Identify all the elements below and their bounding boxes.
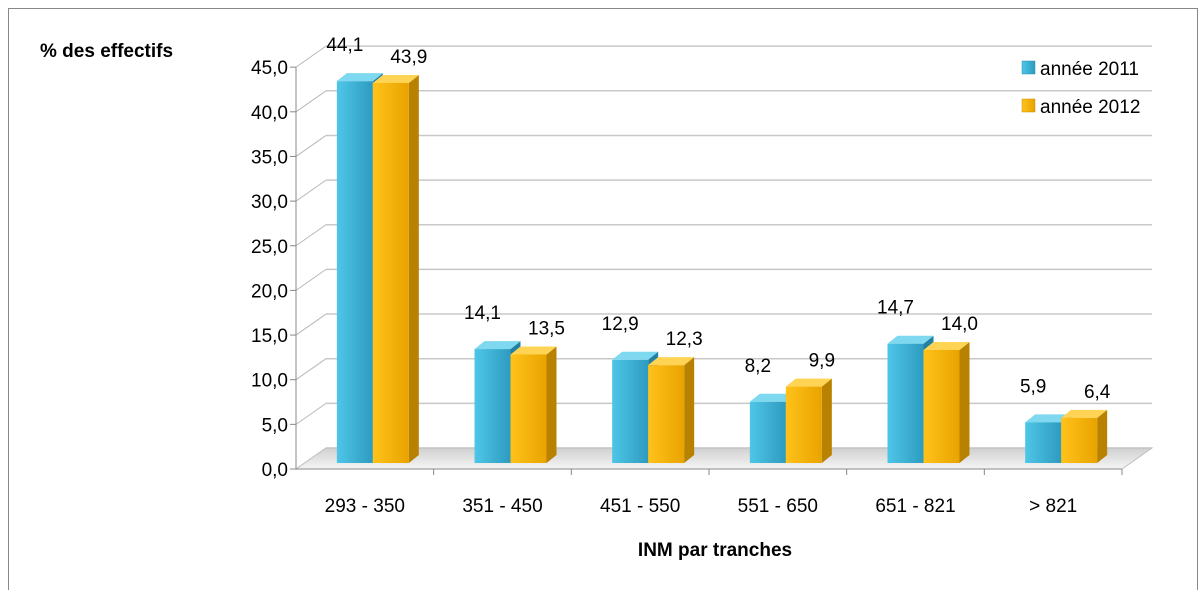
x-axis-title: INM par tranches [638,540,792,561]
gridline-depth [295,268,327,291]
tick-labels: 0,0 5,0 10,0 15,0 20,0 25,0 30,0 35,0 40,0 45,0 29… [251,58,1077,517]
gridline-depth [295,90,327,113]
bar-2011-top [1025,414,1072,423]
gridline-depth [295,179,327,202]
floor [294,447,1154,470]
legend-item-2011: année 2011 [1021,59,1139,80]
y-tick-label: 0,0 [262,460,288,481]
data-label-2011: 14,7 [877,298,914,319]
y-axis-title: % des effectifs [40,41,173,62]
bar-2012-top [648,357,695,366]
bar-2012 [1061,417,1098,463]
bar-2012 [648,365,685,463]
data-label-2012: 6,4 [1084,382,1111,403]
bar-2011 [474,349,511,463]
data-labels: 44,1 43,9 14,1 13,5 12,9 12,3 8,2 9,9 14,7 14,0 5,… [326,35,1110,403]
bar-2011 [336,81,373,463]
legend-label-2011: année 2011 [1040,59,1139,80]
chart-frame [8,8,1198,590]
data-label-2012: 13,5 [528,318,565,339]
data-label-2012: 9,9 [809,351,835,372]
x-tick-label: 651 - 821 [875,496,955,517]
data-label-2012: 14,0 [941,314,978,335]
legend: année 2011 année 2012 [1021,59,1140,118]
bar-2012-side [959,341,970,463]
bar-2011-top [749,393,796,402]
x-tick-label: > 821 [1029,496,1077,517]
bar-2012-top [510,346,557,355]
bar-2011-top [336,73,383,82]
data-label-2012: 43,9 [390,47,427,68]
bar-2012-top [923,341,970,350]
y-tick-label: 35,0 [251,147,288,168]
y-tick-label: 30,0 [251,192,288,213]
data-label-2012: 12,3 [666,329,703,350]
legend-label-2012: année 2012 [1040,97,1140,118]
bar-2012-side [408,74,419,464]
bar-2011-top [474,341,521,350]
bar-2011 [887,343,924,463]
gridline-depth [295,135,327,157]
axes [290,66,1123,475]
gridline-depth [295,358,327,381]
bar-2012 [923,349,960,463]
bar-2012 [510,354,547,463]
data-label-2011: 8,2 [745,356,771,377]
bar-2012 [372,82,409,464]
y-tick-label: 25,0 [251,237,288,258]
bar-2012-side [1097,409,1108,463]
legend-swatch-2011 [1021,60,1036,75]
data-label-2011: 44,1 [326,35,363,56]
y-tick-label: 40,0 [251,103,288,124]
gridline-depth [295,402,327,425]
y-tick-label: 5,0 [262,415,288,436]
y-tick-label: 15,0 [251,326,288,347]
bar-2011 [1025,422,1062,463]
legend-swatch-2012 [1021,98,1036,113]
legend-item-2012: année 2012 [1021,97,1140,118]
data-label-2011: 12,9 [602,314,639,335]
x-tick-label: 351 - 450 [462,496,542,517]
bar-2011 [749,401,786,463]
data-label-2011: 5,9 [1020,376,1046,397]
bar-2012-side [546,346,557,463]
bar-2011 [612,359,649,463]
bar-2012-top [372,74,419,83]
gridline-depth [295,45,327,68]
bar-2012-side [684,357,695,463]
bar-2011-top [887,335,934,344]
gridline-depth [295,224,327,247]
data-label-2011: 14,1 [464,303,501,324]
bars [336,73,1108,464]
bar-2012 [785,386,822,463]
y-tick-label: 10,0 [251,371,288,392]
x-tick-label: 293 - 350 [325,496,405,517]
gridline-depth [295,313,327,336]
x-tick-label: 551 - 650 [738,496,818,517]
bar-2012-top [1061,409,1108,418]
bar-2011-top [612,351,659,360]
bar-2012-top [785,378,832,387]
x-tick-label: 451 - 550 [600,496,680,517]
y-tick-label: 20,0 [251,281,288,302]
y-tick-label: 45,0 [251,58,288,79]
bar-2012-side [821,378,832,463]
